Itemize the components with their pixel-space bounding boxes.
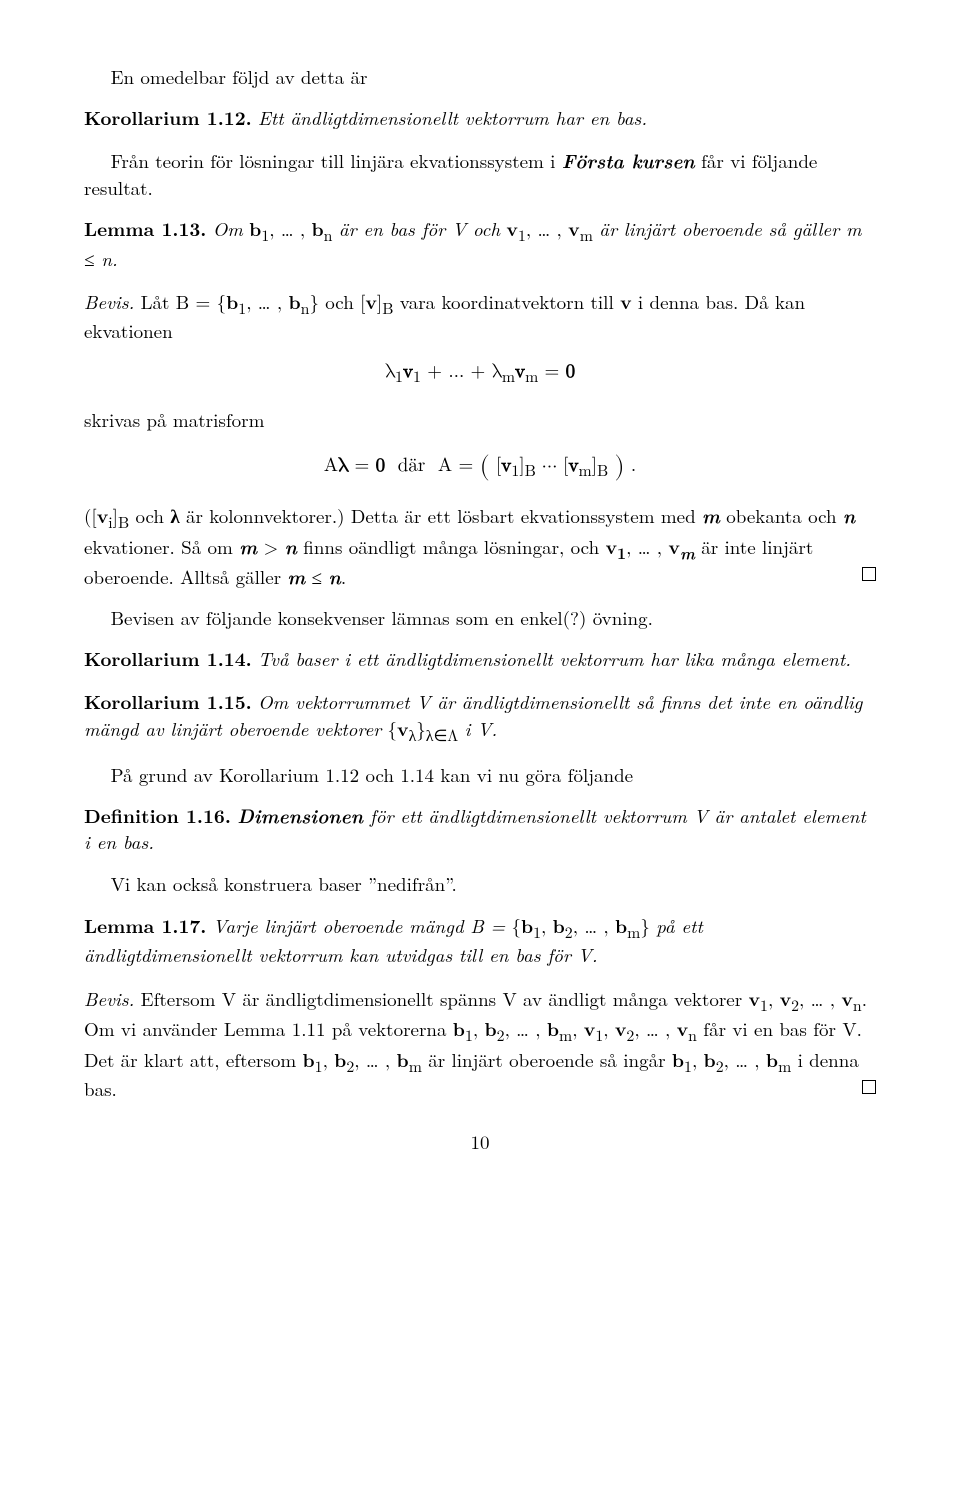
proof-1-13-line3: ([vi]B och λ är kolonnvektorer.) Detta ä… [84, 502, 876, 590]
corollary-1-15: Korollarium 1.15. Om vektorrummet V är ä… [84, 688, 876, 746]
corollary-1-14-label: Korollarium 1.14. [84, 644, 252, 672]
proof-1-13-line1: Låt B = {b1, … , bn} och [v]B vara koord… [84, 288, 805, 345]
paragraph-forsta-kursen: Från teorin för lösningar till linjära e… [84, 147, 876, 200]
corollary-1-14-body: Två baser i ett ändligtdimensionellt vek… [258, 645, 851, 672]
lemma-1-17: Lemma 1.17. Varje linjärt oberoende mäng… [84, 912, 876, 969]
page-number: 10 [84, 1129, 876, 1155]
proof-label: Bevis. [84, 288, 134, 315]
paragraph-korollref: På grund av Korollarium 1.12 och 1.14 ka… [84, 762, 876, 788]
proof-1-13-line3-text: ([vi]B och λ är kolonnvektorer.) Detta ä… [84, 502, 855, 590]
corollary-1-12-label: Korollarium 1.12. [84, 103, 252, 131]
definition-1-16: Definition 1.16. Dimensionen för ett änd… [84, 802, 876, 855]
lemma-1-13: Lemma 1.13. Om b1, … , bn är en bas för … [84, 215, 876, 272]
intro-line: En omedelbar följd av detta är [84, 64, 876, 90]
corollary-1-12: Korollarium 1.12. Ett ändligtdimensionel… [84, 104, 876, 131]
display-eq-1: λ1v1 + … + λmvm = 0 [84, 359, 876, 390]
p2-part1: Från teorin för lösningar till linjära e… [111, 147, 562, 174]
corollary-1-15-label: Korollarium 1.15. [84, 687, 252, 715]
proof-1-13-start: Bevis. Låt B = {b1, … , bn} och [v]B var… [84, 288, 876, 345]
proof-label-2: Bevis. [84, 985, 134, 1012]
qed-box-icon [862, 567, 876, 581]
lemma-1-17-label: Lemma 1.17. [84, 911, 206, 939]
p2-emph: Första kursen [562, 146, 695, 174]
corollary-1-14: Korollarium 1.14. Två baser i ett ändlig… [84, 645, 876, 672]
paragraph-konsekvenser: Bevisen av följande konsekvenser lämnas … [84, 605, 876, 631]
proof-1-17: Bevis. Eftersom V är ändligtdimensionell… [84, 985, 876, 1103]
definition-1-16-emph: Dimensionen [237, 801, 363, 829]
qed-box-icon-2 [862, 1080, 876, 1094]
display-eq-2: Aλ = 0 där A = ( [v1]B ⋯ [vm]B ) . [84, 447, 876, 484]
definition-1-16-label: Definition 1.16. [84, 801, 231, 829]
paragraph-baser: Vi kan också konstruera baser ”nedifrån”… [84, 871, 876, 897]
proof-1-17-text: Eftersom V är ändligtdimensionellt spänn… [84, 985, 867, 1103]
corollary-1-12-body: Ett ändligtdimensionellt vektorrum har e… [258, 104, 647, 131]
proof-1-13-line2: skrivas på matrisform [84, 407, 876, 433]
lemma-1-13-label: Lemma 1.13. [84, 214, 206, 242]
